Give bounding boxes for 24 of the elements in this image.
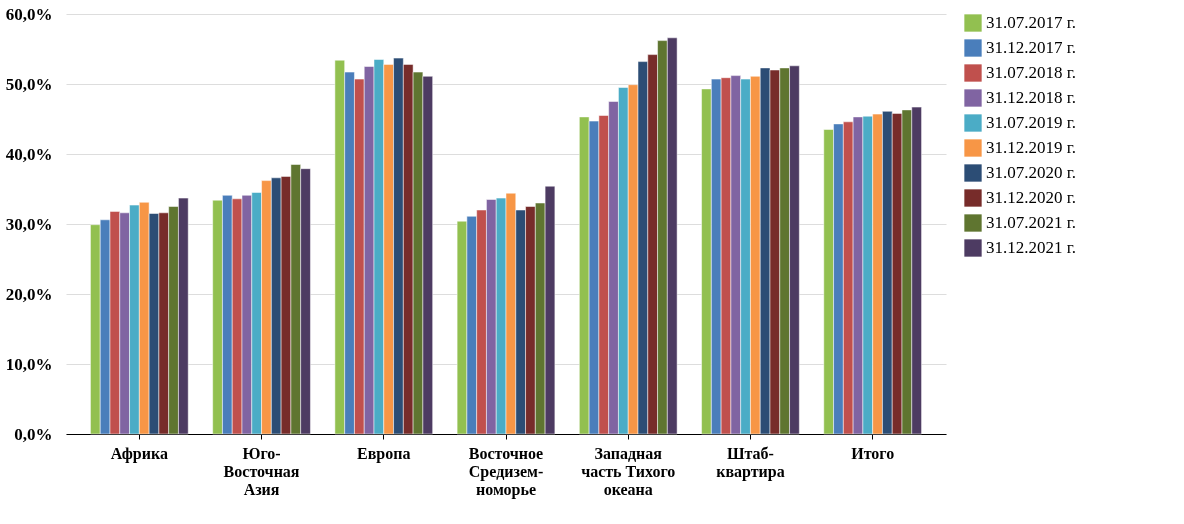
x-tick-label: Африка bbox=[110, 444, 168, 463]
legend-label: 31.07.2021 г. bbox=[986, 213, 1077, 232]
legend-label: 31.07.2020 г. bbox=[986, 163, 1077, 182]
y-tick-label: 30,0% bbox=[5, 214, 53, 234]
legend-label: 31.12.2019 г. bbox=[986, 138, 1077, 157]
y-tick-label: 10,0% bbox=[5, 354, 53, 374]
legend-label: 31.07.2019 г. bbox=[986, 113, 1077, 132]
y-tick-label: 20,0% bbox=[5, 284, 53, 304]
y-tick-label: 40,0% bbox=[5, 144, 53, 164]
y-tick-label: 0,0% bbox=[14, 424, 53, 444]
x-tick-label: Итого bbox=[851, 444, 895, 462]
legend-label: 31.07.2017 г. bbox=[986, 13, 1077, 32]
x-tick-label: Юго- Восточная Азия bbox=[223, 444, 300, 498]
x-tick-label: Штаб- квартира bbox=[716, 444, 785, 481]
y-tick-label: 60,0% bbox=[5, 4, 53, 24]
y-tick-label: 50,0% bbox=[5, 74, 53, 94]
legend-label: 31.12.2020 г. bbox=[986, 188, 1077, 207]
legend-label: 31.12.2017 г. bbox=[986, 38, 1077, 57]
x-tick-label: Восточное Средизем- номорье bbox=[468, 444, 544, 499]
legend-label: 31.12.2021 г. bbox=[986, 238, 1077, 257]
x-tick-label: Европа bbox=[357, 444, 411, 463]
x-tick-label: Западная часть Тихого океана bbox=[581, 444, 676, 498]
legend-label: 31.07.2018 г. bbox=[986, 63, 1077, 82]
legend-label: 31.12.2018 г. bbox=[986, 88, 1077, 107]
